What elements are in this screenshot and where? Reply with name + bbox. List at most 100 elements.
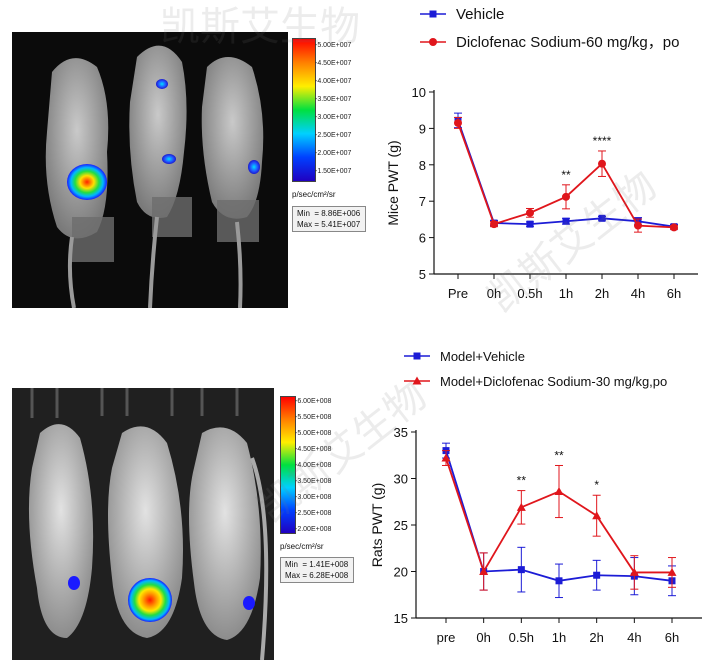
mouse-3 bbox=[201, 57, 264, 308]
data-point-square bbox=[598, 214, 606, 222]
colorbar-top bbox=[292, 38, 316, 182]
colorbar-tick-label: -2.50E+007 bbox=[315, 132, 352, 139]
colorbar-tick-label: -2.00E+007 bbox=[315, 150, 352, 157]
signal-hotspot bbox=[67, 164, 107, 200]
x-tick-label: 6h bbox=[667, 286, 681, 301]
signal-hotspot bbox=[248, 160, 260, 174]
y-tick-label: 10 bbox=[412, 85, 426, 100]
y-tick-label: 7 bbox=[419, 194, 426, 209]
y-axis-label: Rats PWT (g) bbox=[369, 483, 385, 568]
x-tick-label: 2h bbox=[595, 286, 609, 301]
x-tick-label: 0.5h bbox=[509, 630, 534, 645]
data-point-circle bbox=[429, 38, 437, 46]
legend-label: Diclofenac Sodium-60 mg/kg，po bbox=[456, 34, 679, 51]
max-value: 5.41E+007 bbox=[321, 220, 361, 229]
x-tick-label: 6h bbox=[665, 630, 679, 645]
significance-marker: ** bbox=[517, 474, 527, 488]
signal-hotspot bbox=[243, 596, 255, 610]
legend-label: Vehicle bbox=[456, 6, 504, 23]
data-point-circle bbox=[526, 208, 534, 217]
data-point-square bbox=[526, 220, 534, 228]
colorbar-unit: p/sec/cm²/sr bbox=[292, 190, 336, 199]
data-point-square bbox=[413, 352, 421, 360]
data-point-square bbox=[593, 571, 601, 579]
data-point-square bbox=[517, 566, 525, 574]
y-tick-label: 6 bbox=[419, 231, 426, 246]
max-label: Max bbox=[285, 571, 301, 580]
y-axis-label: Mice PWT (g) bbox=[385, 140, 401, 225]
colorbar-tick-label: -5.50E+008 bbox=[295, 414, 332, 421]
colorbar-tick-label: -4.00E+008 bbox=[295, 462, 332, 469]
data-point-circle bbox=[598, 159, 606, 168]
max-label: Max bbox=[297, 220, 313, 229]
data-point-triangle bbox=[441, 453, 451, 462]
y-tick-label: 5 bbox=[419, 267, 426, 282]
y-tick-label: 9 bbox=[419, 121, 426, 136]
cage-bars bbox=[30, 388, 239, 418]
colorbar-tick-label: -4.00E+007 bbox=[315, 78, 352, 85]
significance-marker: ** bbox=[554, 448, 564, 462]
colorbar-tick-label: -3.00E+007 bbox=[315, 114, 352, 121]
colorbar-tick-label: -5.00E+007 bbox=[315, 42, 352, 49]
y-tick-label: 8 bbox=[419, 158, 426, 173]
x-tick-label: 4h bbox=[631, 286, 645, 301]
x-tick-label: 0h bbox=[487, 286, 501, 301]
rat-1 bbox=[28, 424, 94, 638]
min-max-box: Min = 8.86E+006 Max = 5.41E+007 bbox=[292, 206, 366, 232]
mouse-2 bbox=[129, 45, 192, 308]
mice-imaging-photo bbox=[12, 32, 288, 308]
data-point-circle bbox=[670, 223, 678, 232]
min-label: Min bbox=[297, 209, 310, 218]
significance-marker: ** bbox=[561, 168, 571, 182]
data-point-triangle bbox=[667, 567, 677, 576]
signal-hotspot bbox=[68, 576, 80, 590]
colorbar-bottom bbox=[280, 396, 296, 534]
min-value: 1.41E+008 bbox=[309, 560, 349, 569]
colorbar-tick-label: -6.00E+008 bbox=[295, 398, 332, 405]
colorbar-tick-label: -2.50E+008 bbox=[295, 510, 332, 517]
signal-hotspot bbox=[162, 154, 176, 164]
legend-label: Model+Vehicle bbox=[440, 349, 525, 364]
max-value: 6.28E+008 bbox=[309, 571, 349, 580]
rats-imaging-photo bbox=[12, 388, 274, 660]
x-tick-label: 0.5h bbox=[517, 286, 542, 301]
y-tick-label: 15 bbox=[394, 611, 408, 626]
data-point-triangle bbox=[554, 487, 564, 496]
data-point-triangle bbox=[629, 567, 639, 576]
signal-hotspot bbox=[128, 578, 172, 622]
data-point-triangle bbox=[592, 511, 602, 520]
rats-pwt-chart: Model+Vehicle Model+Diclofenac Sodium-30 … bbox=[369, 349, 702, 645]
x-tick-label: 1h bbox=[552, 630, 566, 645]
significance-marker: * bbox=[594, 478, 599, 492]
min-label: Min bbox=[285, 560, 298, 569]
colorbar-tick-label: -5.00E+008 bbox=[295, 430, 332, 437]
data-point-circle bbox=[562, 192, 570, 201]
data-point-triangle bbox=[516, 502, 526, 511]
min-max-box: Min = 1.41E+008 Max = 6.28E+008 bbox=[280, 557, 354, 583]
rat-3 bbox=[189, 427, 269, 660]
y-tick-label: 20 bbox=[394, 565, 408, 580]
colorbar-tick-label: -4.50E+008 bbox=[295, 446, 332, 453]
significance-marker: **** bbox=[593, 134, 612, 148]
x-tick-label: 0h bbox=[476, 630, 490, 645]
legend-label: Model+Diclofenac Sodium-30 mg/kg,po bbox=[440, 374, 667, 389]
data-point-square bbox=[429, 10, 437, 18]
x-tick-label: 2h bbox=[589, 630, 603, 645]
signal-hotspot bbox=[156, 79, 168, 89]
colorbar-unit: p/sec/cm²/sr bbox=[280, 542, 324, 551]
colorbar-tick-label: -3.50E+008 bbox=[295, 478, 332, 485]
data-point-circle bbox=[490, 220, 498, 229]
x-tick-label: Pre bbox=[448, 286, 468, 301]
y-tick-label: 35 bbox=[394, 425, 408, 440]
colorbar-tick-label: -1.50E+007 bbox=[315, 168, 352, 175]
data-point-circle bbox=[634, 221, 642, 230]
colorbar-tick-label: -2.00E+008 bbox=[295, 526, 332, 533]
data-point-square bbox=[555, 577, 563, 585]
data-point-square bbox=[562, 217, 570, 225]
x-tick-label: 1h bbox=[559, 286, 573, 301]
colorbar-tick-label: -4.50E+007 bbox=[315, 60, 352, 67]
mice-pwt-chart: Vehicle Diclofenac Sodium-60 mg/kg，po 5 6 7 8… bbox=[385, 6, 698, 301]
data-point-circle bbox=[454, 118, 462, 127]
data-point-triangle bbox=[412, 376, 422, 385]
x-tick-label: 4h bbox=[627, 630, 641, 645]
